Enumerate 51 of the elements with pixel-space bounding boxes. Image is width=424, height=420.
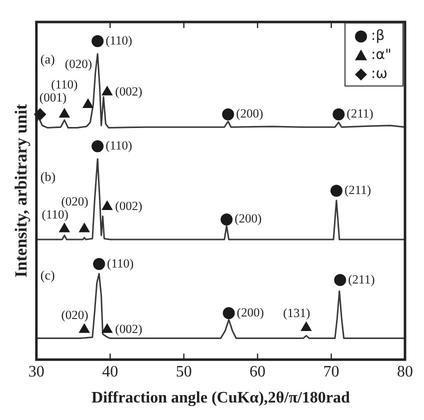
point bbox=[93, 258, 106, 270]
annotation: (131) bbox=[283, 306, 310, 320]
point bbox=[334, 274, 346, 286]
x-axis-title: Diffraction angle (CuKα),2θ/π/180rad bbox=[91, 390, 350, 407]
x-tick-label: 40 bbox=[102, 363, 118, 380]
point bbox=[102, 200, 112, 210]
point bbox=[102, 86, 112, 96]
point bbox=[102, 324, 112, 333]
point bbox=[222, 108, 234, 120]
annotation: (001) bbox=[39, 90, 66, 105]
annotation: (200) bbox=[236, 106, 264, 121]
annotation: (211) bbox=[344, 183, 372, 198]
annotation: (211) bbox=[346, 106, 374, 121]
annotation: (110) bbox=[42, 207, 68, 222]
x-tick-label: 30 bbox=[28, 363, 44, 380]
annotation: (002) bbox=[115, 322, 142, 336]
x-tick-label: 50 bbox=[176, 363, 192, 380]
point bbox=[222, 307, 235, 320]
x-tick-label: 80 bbox=[397, 363, 413, 380]
point bbox=[79, 324, 90, 333]
annotation: (c) bbox=[40, 268, 55, 283]
point bbox=[92, 140, 104, 152]
point bbox=[330, 184, 342, 197]
point bbox=[79, 223, 90, 232]
point bbox=[332, 108, 345, 120]
point bbox=[300, 322, 312, 331]
annotation: (200) bbox=[234, 212, 262, 226]
annotation: (002) bbox=[115, 84, 142, 98]
point bbox=[92, 35, 104, 48]
x-tick-label: 70 bbox=[323, 363, 340, 380]
point bbox=[59, 108, 70, 118]
annotation: (a) bbox=[40, 52, 55, 67]
annotation: (211) bbox=[348, 272, 375, 286]
annotation: (200) bbox=[236, 305, 264, 320]
point bbox=[220, 213, 233, 226]
legend-label: :β bbox=[371, 28, 385, 44]
annotation: (110) bbox=[51, 78, 78, 92]
annotation: (002) bbox=[115, 199, 142, 214]
annotation: (020) bbox=[64, 57, 92, 72]
point bbox=[82, 98, 94, 108]
legend-label: :ω bbox=[371, 66, 388, 82]
point bbox=[59, 223, 70, 232]
y-axis-title: Intensity, arbitrary unit bbox=[12, 104, 31, 278]
annotation: (110) bbox=[107, 256, 134, 270]
annotation: (b) bbox=[40, 168, 56, 184]
legend-label: :α" bbox=[371, 47, 392, 64]
x-tick-label: 60 bbox=[250, 363, 266, 380]
annotation: (110) bbox=[106, 138, 132, 152]
annotation: (110) bbox=[106, 33, 132, 48]
annotation: (020) bbox=[61, 308, 88, 322]
annotation: (020) bbox=[61, 194, 88, 208]
